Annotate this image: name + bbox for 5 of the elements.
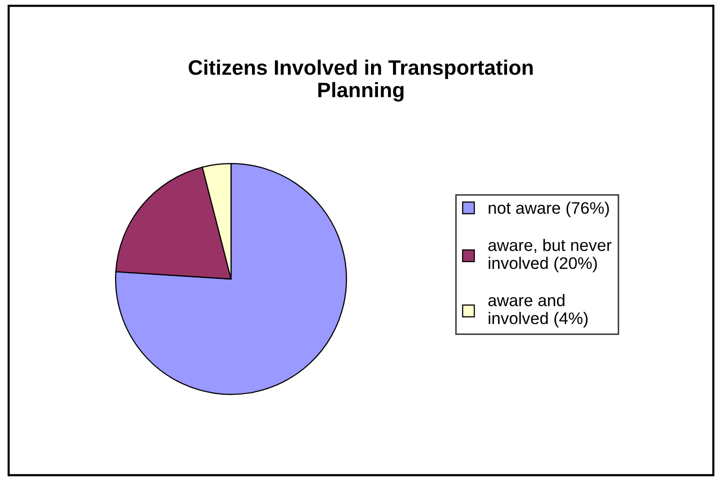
legend-label: aware and involved (4%) <box>488 294 588 328</box>
pie-slice <box>115 162 348 395</box>
legend-label: aware, but never involved (20%) <box>488 238 612 272</box>
legend-label: not aware (76%) <box>488 202 609 218</box>
chart-title: Citizens Involved in Transportation Planning <box>188 60 533 102</box>
